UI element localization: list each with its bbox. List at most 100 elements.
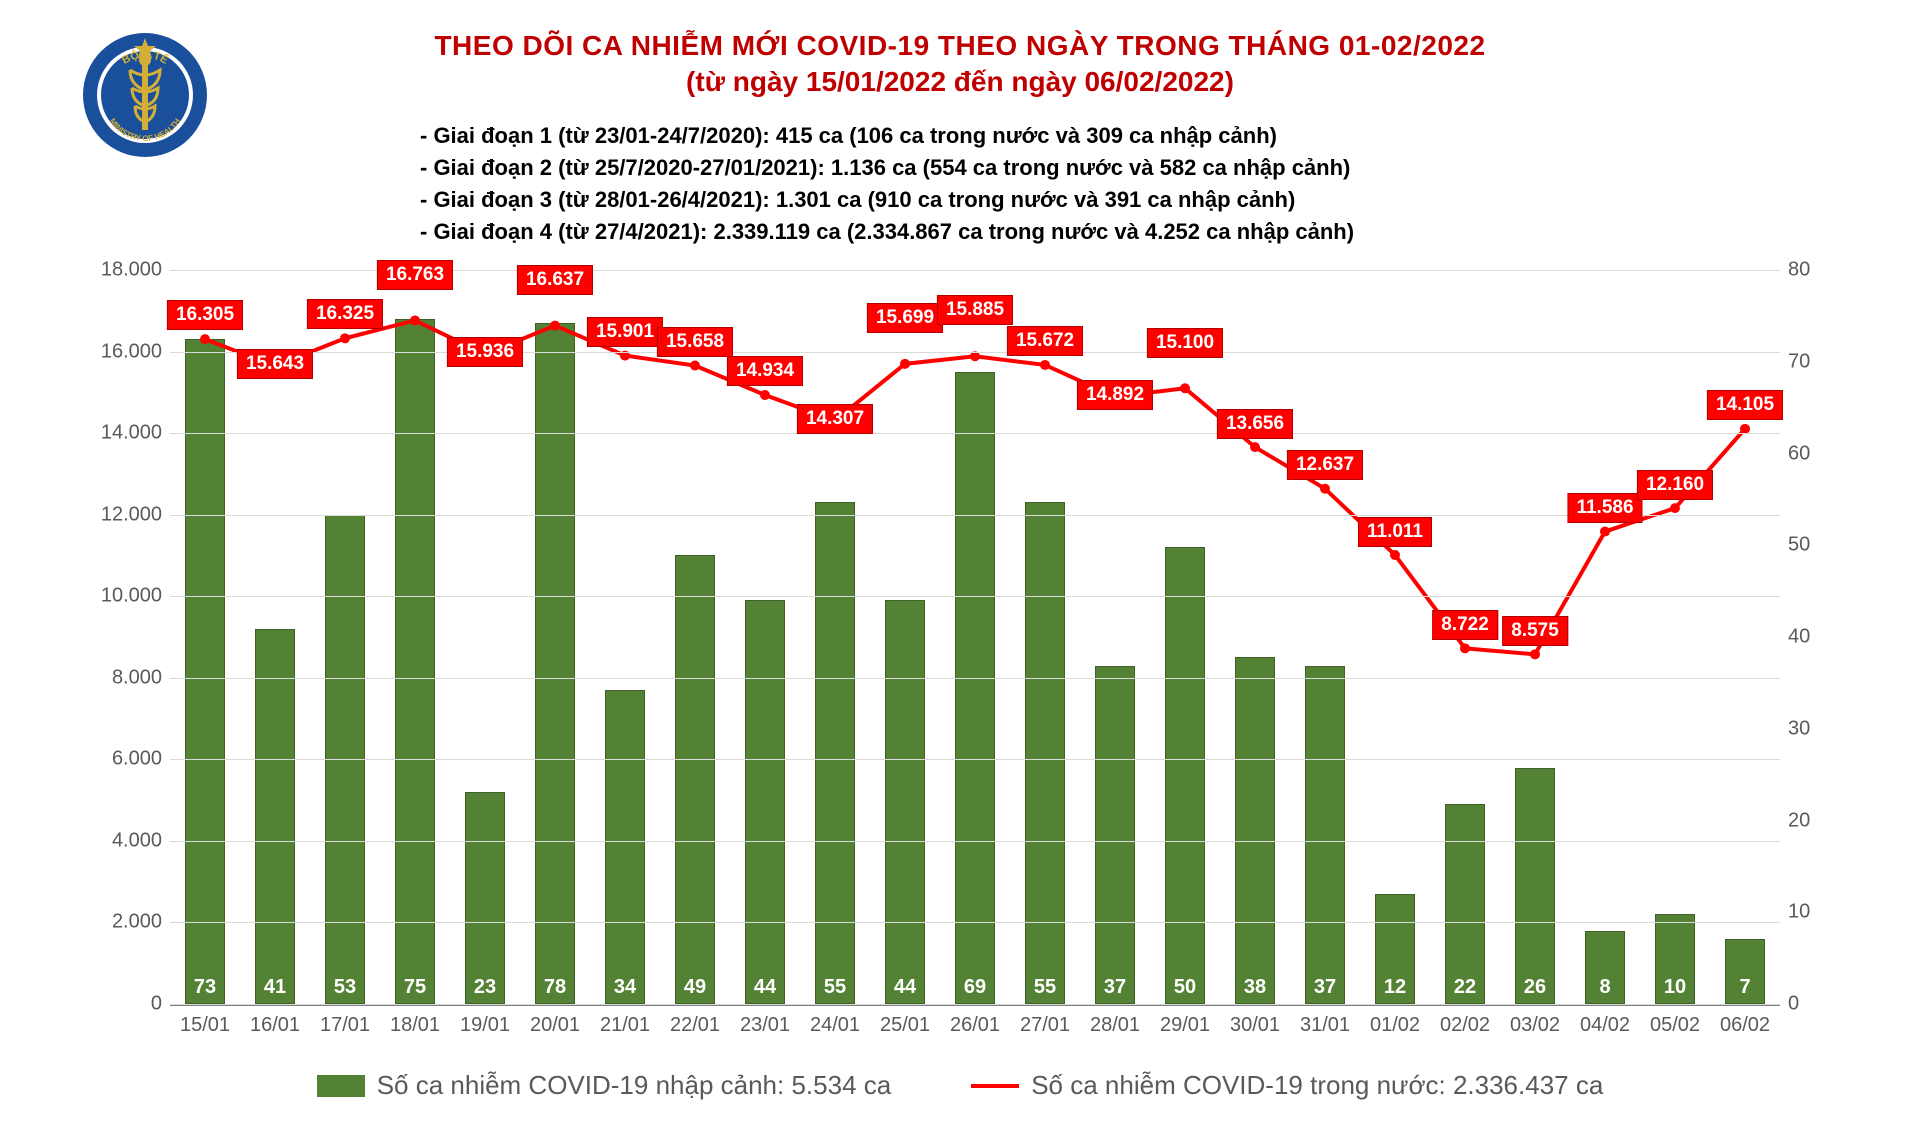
line-value-label: 11.011: [1358, 517, 1432, 547]
x-tick-label: 19/01: [460, 1014, 510, 1037]
x-tick-label: 31/01: [1300, 1014, 1350, 1037]
line-path: [205, 320, 1745, 654]
line-value-label: 15.936: [447, 337, 523, 367]
grid-line: [170, 433, 1780, 434]
chart-container: BỘ Y TẾ MINISTRY OF HEALTH THEO DÕI CA N…: [20, 20, 1900, 1126]
x-tick-label: 01/02: [1370, 1014, 1420, 1037]
x-tick-label: 30/01: [1230, 1014, 1280, 1037]
x-tick-label: 04/02: [1580, 1014, 1630, 1037]
line-marker: [1320, 484, 1330, 494]
line-value-label: 12.160: [1637, 470, 1713, 500]
y-left-tick-label: 12.000: [101, 503, 162, 526]
grid-line: [170, 678, 1780, 679]
x-tick-label: 28/01: [1090, 1014, 1140, 1037]
line-value-label: 16.305: [167, 300, 243, 330]
legend-bar-item: Số ca nhiễm COVID-19 nhập cảnh: 5.534 ca: [317, 1070, 892, 1101]
y-left-tick-label: 16.000: [101, 340, 162, 363]
line-marker: [1180, 383, 1190, 393]
y-right-tick-label: 70: [1788, 350, 1810, 373]
line-marker: [690, 361, 700, 371]
ministry-logo: BỘ Y TẾ MINISTRY OF HEALTH: [80, 30, 210, 160]
x-tick-label: 25/01: [880, 1014, 930, 1037]
line-marker: [1670, 503, 1680, 513]
legend-bar-swatch: [317, 1075, 365, 1097]
line-value-label: 16.763: [377, 260, 453, 290]
x-tick-label: 23/01: [740, 1014, 790, 1037]
line-value-label: 15.100: [1147, 328, 1223, 358]
chart-title: THEO DÕI CA NHIỄM MỚI COVID-19 THEO NGÀY…: [20, 30, 1900, 62]
grid-line: [170, 515, 1780, 516]
line-value-label: 13.656: [1217, 409, 1293, 439]
line-value-label: 8.722: [1432, 610, 1498, 640]
phase-annotation-line: - Giai đoạn 3 (từ 28/01-26/4/2021): 1.30…: [420, 184, 1354, 216]
y-right-tick-label: 50: [1788, 534, 1810, 557]
line-value-label: 15.672: [1007, 326, 1083, 356]
line-marker: [200, 334, 210, 344]
grid-line: [170, 922, 1780, 923]
y-left-tick-label: 10.000: [101, 585, 162, 608]
y-left-tick-label: 6.000: [112, 748, 162, 771]
line-marker: [1040, 360, 1050, 370]
x-tick-label: 02/02: [1440, 1014, 1490, 1037]
line-marker: [550, 321, 560, 331]
grid-line: [170, 1004, 1780, 1005]
x-tick-label: 03/02: [1510, 1014, 1560, 1037]
legend-bar-label: Số ca nhiễm COVID-19 nhập cảnh: 5.534 ca: [377, 1070, 892, 1101]
grid-line: [170, 352, 1780, 353]
line-marker: [1460, 643, 1470, 653]
line-value-label: 15.699: [867, 303, 943, 333]
y-left-tick-label: 8.000: [112, 666, 162, 689]
y-left-tick-label: 2.000: [112, 911, 162, 934]
y-right-tick-label: 80: [1788, 259, 1810, 282]
legend-line-item: Số ca nhiễm COVID-19 trong nước: 2.336.4…: [971, 1070, 1603, 1101]
legend-line-swatch: [971, 1084, 1019, 1088]
y-right-tick-label: 20: [1788, 809, 1810, 832]
line-value-label: 16.637: [517, 265, 593, 295]
x-tick-label: 17/01: [320, 1014, 370, 1037]
y-left-tick-label: 14.000: [101, 422, 162, 445]
x-tick-label: 20/01: [530, 1014, 580, 1037]
x-tick-label: 24/01: [810, 1014, 860, 1037]
line-value-label: 14.934: [727, 356, 803, 386]
line-value-label: 15.643: [237, 349, 313, 379]
line-value-label: 14.892: [1077, 380, 1153, 410]
y-right-tick-label: 10: [1788, 901, 1810, 924]
line-value-label: 15.885: [937, 295, 1013, 325]
grid-line: [170, 759, 1780, 760]
y-left-tick-label: 4.000: [112, 829, 162, 852]
x-tick-label: 27/01: [1020, 1014, 1070, 1037]
line-marker: [970, 351, 980, 361]
phase-annotation-line: - Giai đoạn 4 (từ 27/4/2021): 2.339.119 …: [420, 216, 1354, 248]
x-tick-label: 29/01: [1160, 1014, 1210, 1037]
legend-line-label: Số ca nhiễm COVID-19 trong nước: 2.336.4…: [1031, 1070, 1603, 1101]
y-left-tick-label: 18.000: [101, 259, 162, 282]
y-right-tick-label: 40: [1788, 626, 1810, 649]
y-left-tick-label: 0: [151, 993, 162, 1016]
line-marker: [1530, 649, 1540, 659]
y-right-tick-label: 0: [1788, 993, 1799, 1016]
line-value-label: 8.575: [1502, 616, 1568, 646]
line-marker: [1600, 527, 1610, 537]
x-tick-label: 06/02: [1720, 1014, 1770, 1037]
title-block: THEO DÕI CA NHIỄM MỚI COVID-19 THEO NGÀY…: [20, 20, 1900, 98]
grid-line: [170, 841, 1780, 842]
line-value-label: 16.325: [307, 299, 383, 329]
line-marker: [410, 315, 420, 325]
phase-annotation-line: - Giai đoạn 2 (từ 25/7/2020-27/01/2021):…: [420, 152, 1354, 184]
x-tick-label: 16/01: [250, 1014, 300, 1037]
line-marker: [900, 359, 910, 369]
line-marker: [1390, 550, 1400, 560]
plot-area: 7315/014116/015317/017518/012319/017820/…: [170, 270, 1780, 1006]
phase-annotation-line: - Giai đoạn 1 (từ 23/01-24/7/2020): 415 …: [420, 120, 1354, 152]
y-right-tick-label: 60: [1788, 442, 1810, 465]
line-value-label: 11.586: [1567, 493, 1642, 523]
chart-subtitle: (từ ngày 15/01/2022 đến ngày 06/02/2022): [20, 66, 1900, 98]
grid-line: [170, 596, 1780, 597]
x-tick-label: 18/01: [390, 1014, 440, 1037]
legend: Số ca nhiễm COVID-19 nhập cảnh: 5.534 ca…: [20, 1070, 1900, 1101]
x-tick-label: 15/01: [180, 1014, 230, 1037]
line-value-label: 12.637: [1287, 450, 1363, 480]
x-tick-label: 22/01: [670, 1014, 720, 1037]
x-tick-label: 21/01: [600, 1014, 650, 1037]
x-tick-label: 26/01: [950, 1014, 1000, 1037]
